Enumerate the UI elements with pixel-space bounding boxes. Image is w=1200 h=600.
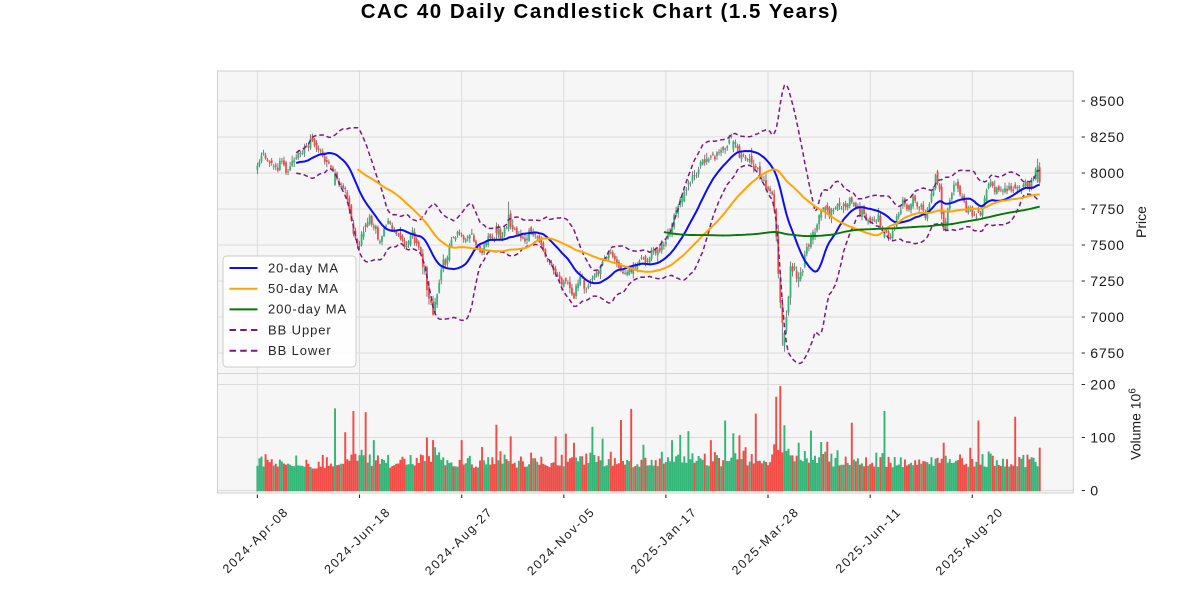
svg-text:100: 100	[1090, 431, 1116, 447]
svg-text:BB Upper: BB Upper	[268, 322, 332, 337]
svg-text:8250: 8250	[1090, 130, 1124, 146]
svg-text:8000: 8000	[1090, 166, 1124, 182]
svg-text:20-day MA: 20-day MA	[268, 260, 339, 275]
svg-text:6750: 6750	[1090, 346, 1124, 362]
svg-text:CAC 40 Daily Candlestick Chart: CAC 40 Daily Candlestick Chart (1.5 Year…	[361, 0, 840, 23]
svg-text:7000: 7000	[1090, 310, 1124, 326]
svg-text:7250: 7250	[1090, 274, 1124, 290]
svg-text:50-day MA: 50-day MA	[268, 281, 339, 296]
svg-text:Volume 106: Volume 106	[1127, 388, 1144, 460]
svg-text:8500: 8500	[1090, 94, 1124, 110]
svg-text:7750: 7750	[1090, 202, 1124, 218]
svg-text:Price: Price	[1133, 206, 1149, 238]
svg-text:200: 200	[1090, 378, 1116, 394]
svg-text:BB Lower: BB Lower	[268, 343, 332, 358]
svg-text:0: 0	[1090, 484, 1099, 500]
svg-text:7500: 7500	[1090, 238, 1124, 254]
svg-text:200-day MA: 200-day MA	[268, 302, 347, 317]
